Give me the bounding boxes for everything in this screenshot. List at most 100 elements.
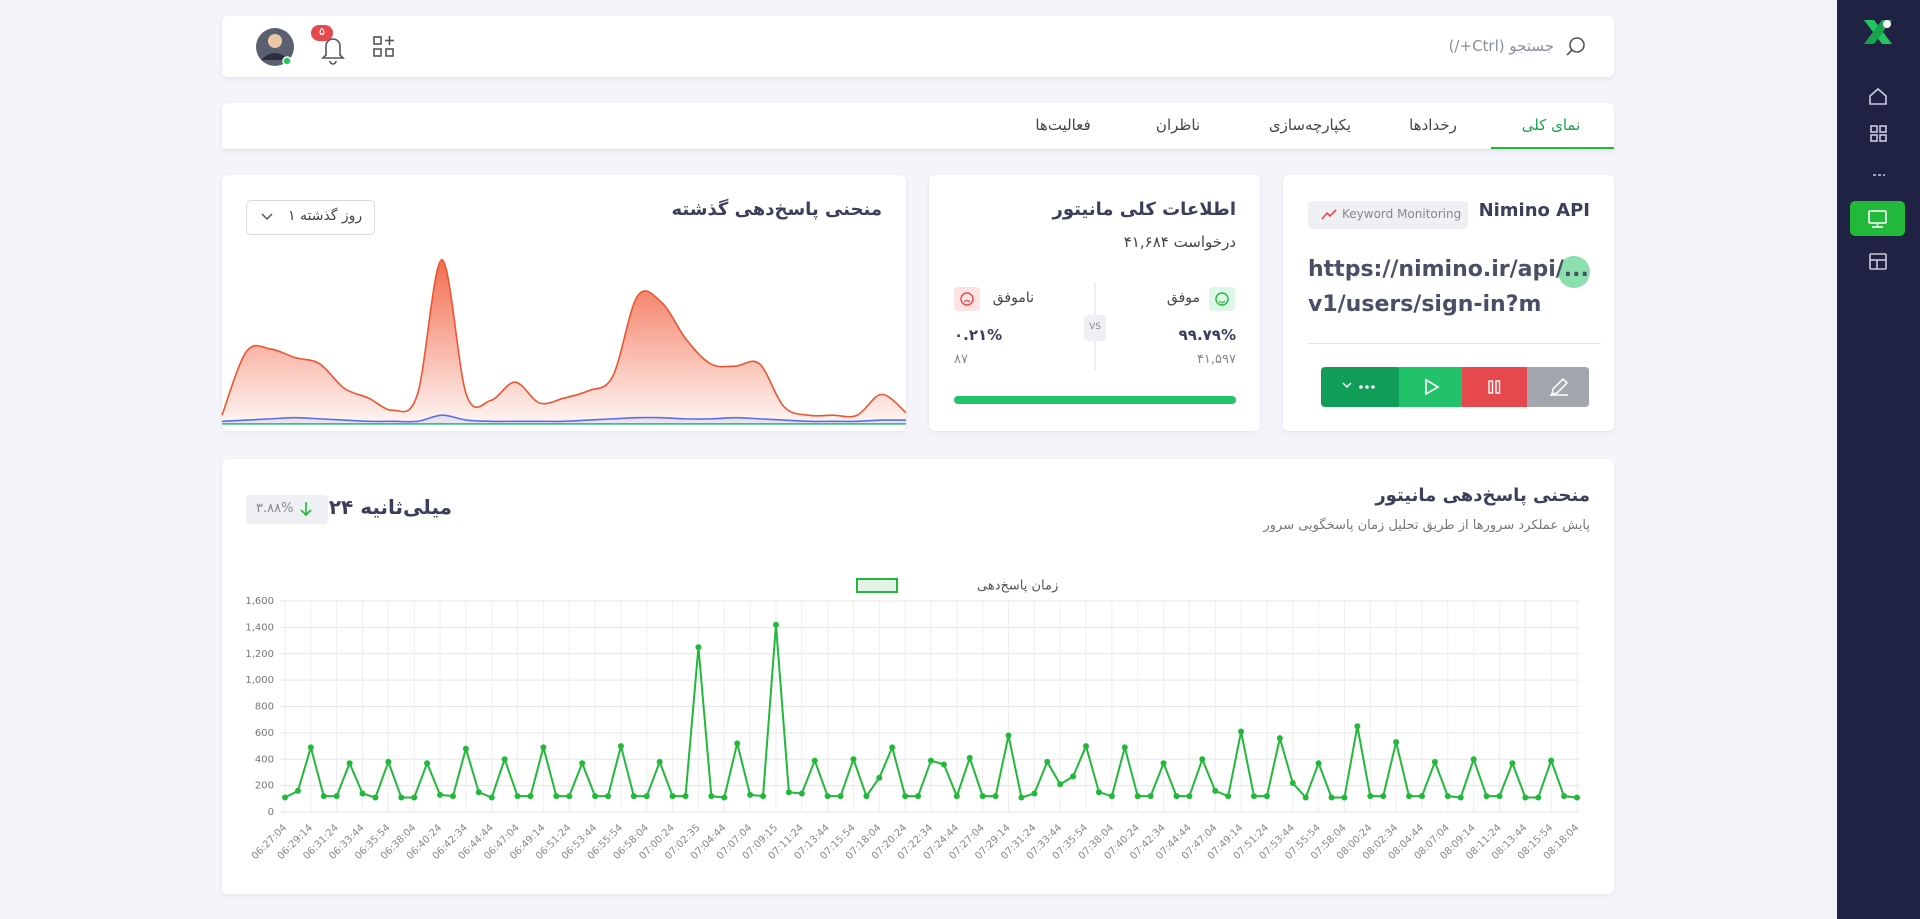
tab[interactable]: نمای کلی [1521,116,1581,134]
data-point [928,757,934,764]
data-point [501,756,508,763]
data-point [282,794,288,801]
top-bar [222,16,1614,77]
failure-count: ۸۷ [954,352,968,367]
data-point [579,760,586,767]
data-point [475,789,482,796]
more-button[interactable] [1321,367,1401,407]
y-tick-label: 200 [255,781,274,792]
table-icon[interactable] [1869,253,1887,270]
data-point [1095,789,1102,796]
data-point [1328,794,1335,801]
status-dot [1558,256,1590,288]
card-title: اطلاعات کلی مانیتور [1052,199,1237,220]
data-point [592,793,599,800]
data-point [1173,793,1180,800]
monitor-icon[interactable] [1868,210,1887,228]
y-tick-label: 1,600 [245,596,274,607]
y-tick-label: 1,200 [245,649,274,660]
area-fill [222,259,906,425]
tab[interactable]: ناظران [1155,116,1201,134]
data-point [514,793,521,800]
data-point [1367,793,1374,800]
play-button[interactable] [1399,367,1463,407]
data-point [462,745,469,752]
down-arrow [300,502,312,517]
data-point [1341,794,1348,801]
apps-icon[interactable] [1870,125,1887,142]
add-widget-icon[interactable] [373,36,394,57]
search-icon[interactable] [1565,35,1589,59]
tab[interactable]: رخدادها [1409,116,1457,134]
data-point [1289,779,1296,786]
data-point [863,793,870,800]
data-point [424,760,431,767]
data-point [449,793,456,800]
active-nav[interactable] [1850,201,1905,236]
data-point [1406,793,1413,800]
data-point [398,794,405,801]
data-point [437,791,444,798]
divider [1308,343,1601,344]
monitor-tag [1308,201,1468,229]
data-point [1380,793,1387,800]
search-input[interactable]: جستجو (Ctrl+/) [1448,37,1554,55]
data-point [1083,743,1090,750]
data-point [294,787,301,794]
monitor-tag-label: Keyword Monitoring [1342,207,1462,221]
tab[interactable]: فعالیت‌ها [1035,116,1091,134]
data-point [359,790,366,797]
data-point [1263,793,1270,800]
monitor-url[interactable]: v1/users/sign-in?m [1308,292,1542,317]
data-point [1018,794,1025,801]
success-count: ۴۱,۵۹۷ [1196,352,1236,367]
y-tick-label: 0 [268,807,274,818]
data-point [1044,758,1051,765]
data-point [630,793,637,800]
y-tick-label: 800 [255,702,274,713]
data-point [643,793,650,800]
pause-button[interactable] [1462,367,1528,407]
tab[interactable]: یکپارچه‌سازی [1268,116,1352,134]
data-point [488,794,495,801]
area-fill [222,415,906,425]
data-point [1121,744,1128,751]
success-progress [954,396,1236,404]
data-point [992,793,999,800]
header-actions [256,25,394,66]
data-point [798,790,805,797]
data-point [837,793,844,800]
data-point [1522,794,1529,801]
active-tab-indicator [1491,147,1614,149]
monitor-url[interactable]: https://nimino.ir/api/... [1308,257,1589,282]
data-point [320,793,327,800]
data-point [1548,757,1555,764]
card-title: منحنی پاسخ‌دهی مانیتور [1375,485,1590,506]
data-point [346,760,353,767]
data-point [1251,793,1257,800]
data-point [1444,793,1451,800]
data-point [1225,793,1232,800]
data-point [915,793,922,800]
data-point [734,740,741,747]
home-icon[interactable] [1869,87,1887,105]
data-point [1134,793,1141,800]
logo [1864,20,1892,44]
data-point [1574,794,1580,801]
data-point [333,793,340,800]
request-count: ۴۱,۶۸۴ درخواست [1123,233,1236,251]
data-point [772,621,779,628]
card-subtitle: پایش عملکرد سرورها از طریق تحلیل زمان پا… [1263,518,1590,533]
vs-label: VS [1089,322,1101,332]
data-point [1315,760,1322,767]
edit-button[interactable] [1527,367,1589,407]
data-point [1561,793,1568,800]
data-point [1108,793,1115,800]
success-label: موفق [1166,290,1200,306]
data-point [1302,794,1309,801]
data-point [1483,793,1490,800]
data-point [307,744,314,751]
chevron [261,213,273,221]
bell-icon[interactable] [321,38,345,65]
data-point [1393,739,1400,746]
